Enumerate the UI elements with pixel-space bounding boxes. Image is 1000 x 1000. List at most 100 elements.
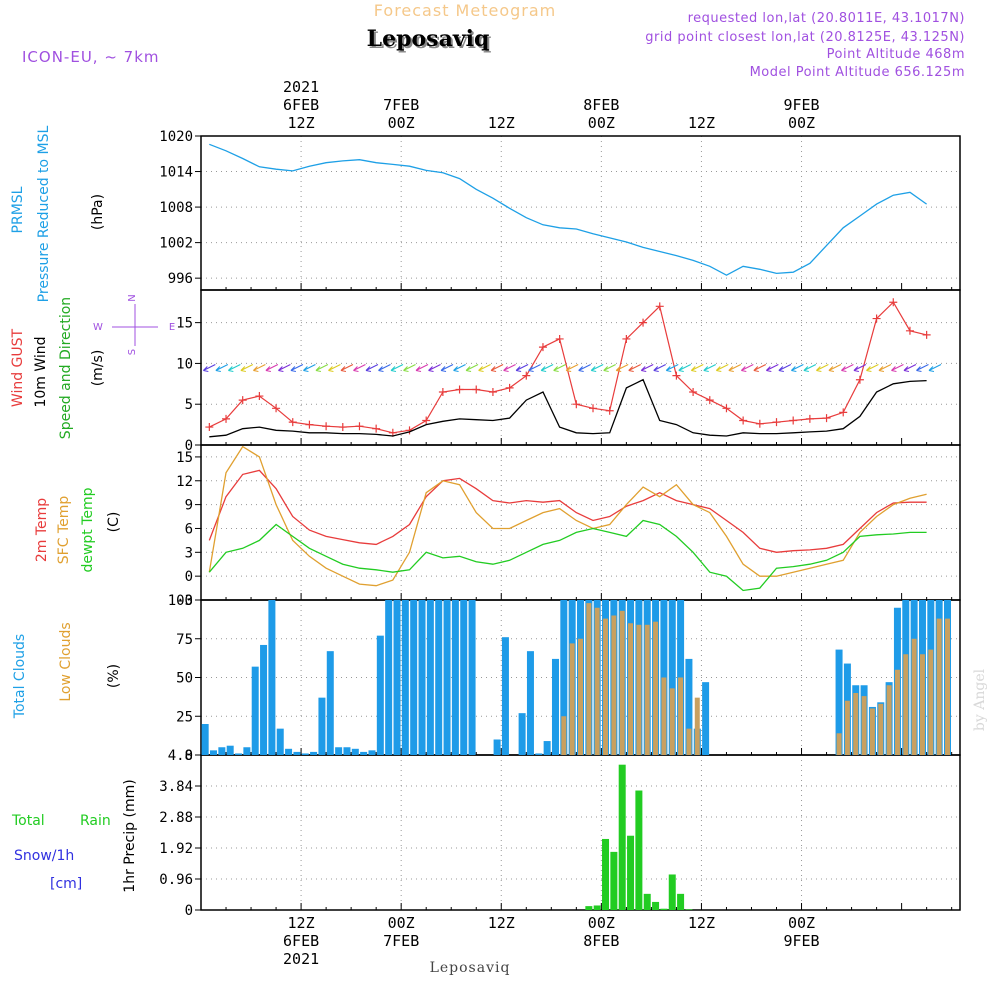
top-time-label: 8FEB bbox=[583, 96, 619, 114]
total-cloud-bar bbox=[435, 600, 443, 755]
low-cloud-bar bbox=[561, 716, 567, 755]
temp-label-1: 2m Temp bbox=[34, 498, 50, 562]
total-cloud-bar bbox=[285, 748, 293, 755]
precip-label-snow: Snow/1h bbox=[14, 848, 74, 864]
gust-marker bbox=[538, 343, 547, 352]
pressure-label-1: PRMSL bbox=[10, 186, 26, 233]
rain-bar bbox=[635, 790, 643, 910]
total-cloud-bar bbox=[243, 747, 251, 755]
y-tick-label: 75 bbox=[176, 632, 193, 648]
model-label: ICON-EU, ~ 7km bbox=[22, 48, 160, 66]
total-cloud-bar bbox=[443, 600, 451, 755]
low-cloud-bar bbox=[578, 638, 583, 755]
wind-direction-arrow bbox=[916, 364, 929, 373]
temp-label-3: dewpt Temp bbox=[80, 487, 96, 572]
gust-marker bbox=[472, 385, 481, 394]
low-cloud-bar bbox=[636, 624, 642, 755]
low-cloud-bar bbox=[603, 618, 609, 755]
gust-marker bbox=[272, 404, 281, 413]
total-cloud-bar bbox=[260, 644, 268, 755]
wind-direction-arrow bbox=[603, 364, 616, 373]
low-cloud-bar bbox=[869, 708, 875, 755]
gust-marker bbox=[672, 371, 681, 380]
y-tick-label: 15 bbox=[176, 316, 193, 332]
total-cloud-bar bbox=[518, 713, 526, 755]
gust-marker bbox=[639, 318, 648, 327]
wind-direction-arrow bbox=[528, 364, 541, 373]
super-title: Forecast Meteogram bbox=[374, 1, 556, 20]
low-cloud-bar bbox=[944, 618, 950, 755]
credit-watermark: by Angel bbox=[972, 668, 988, 731]
low-cloud-bar bbox=[611, 615, 617, 755]
gust-marker bbox=[372, 424, 381, 433]
total-cloud-bar bbox=[401, 600, 409, 755]
y-tick-label: 12 bbox=[176, 474, 193, 490]
y-tick-label: 5 bbox=[185, 397, 193, 413]
y-tick-label: 3.84 bbox=[159, 779, 193, 795]
total-cloud-bar bbox=[385, 600, 393, 755]
total-cloud-bar bbox=[702, 682, 710, 755]
total-cloud-bar bbox=[368, 750, 376, 755]
gust-marker bbox=[222, 414, 231, 423]
total-cloud-bar bbox=[343, 747, 351, 755]
y-tick-label: 1020 bbox=[159, 129, 193, 145]
precip-label-rain: Rain bbox=[80, 813, 111, 829]
rain-bar bbox=[610, 851, 618, 910]
rain-bar bbox=[593, 905, 601, 910]
wind-direction-arrow bbox=[202, 364, 216, 373]
gust-marker bbox=[488, 387, 497, 396]
wind-direction-arrow bbox=[540, 364, 554, 373]
rain-bar bbox=[685, 909, 693, 910]
svg-text:S: S bbox=[127, 349, 138, 355]
temp-line-2 bbox=[208, 519, 927, 592]
total-cloud-bar bbox=[218, 747, 226, 755]
wind-direction-arrow bbox=[290, 364, 304, 373]
bottom-time-label: 00Z bbox=[788, 914, 815, 932]
gust-marker bbox=[305, 420, 314, 429]
wind-direction-arrow bbox=[415, 364, 429, 373]
location-title-front: Leposaviq bbox=[367, 26, 490, 52]
low-cloud-bar bbox=[644, 624, 650, 755]
wind-direction-arrow bbox=[841, 364, 854, 373]
panel-frame-precip bbox=[200, 754, 961, 911]
gust-marker bbox=[839, 408, 848, 417]
gust-marker bbox=[355, 422, 364, 431]
y-tick-label: 0.96 bbox=[159, 872, 193, 888]
total-cloud-bar bbox=[351, 748, 359, 755]
wind-direction-arrow bbox=[515, 364, 529, 373]
wind-direction-arrow bbox=[690, 364, 704, 373]
wind-direction-arrow bbox=[478, 364, 491, 373]
gust-marker bbox=[605, 406, 614, 415]
total-cloud-bar bbox=[685, 658, 693, 755]
bottom-time-label: 12Z bbox=[688, 914, 715, 932]
gust-marker bbox=[905, 326, 914, 335]
temp-panel-labels: 2m Temp SFC Temp dewpt Temp (C) bbox=[34, 487, 122, 572]
wind-direction-arrow bbox=[340, 364, 354, 373]
wind-direction-arrow bbox=[365, 364, 379, 373]
y-tick-label: 1.92 bbox=[159, 841, 193, 857]
y-tick-label: 0 bbox=[185, 569, 193, 585]
total-cloud-bar bbox=[451, 600, 459, 755]
wind-direction-arrow bbox=[753, 364, 767, 373]
total-cloud-bar bbox=[460, 600, 468, 755]
wind-direction-arrow bbox=[553, 364, 566, 373]
svg-text:W: W bbox=[93, 322, 103, 333]
total-cloud-bar bbox=[835, 649, 843, 755]
y-tick-label: 10 bbox=[176, 356, 193, 372]
total-cloud-bar bbox=[551, 658, 559, 755]
wind-direction-arrow bbox=[215, 364, 229, 373]
gust-marker bbox=[205, 423, 214, 432]
wind-direction-arrow bbox=[240, 364, 254, 373]
gust-marker bbox=[872, 314, 881, 323]
temp-unit: (C) bbox=[106, 512, 122, 533]
y-tick-label: 0 bbox=[185, 903, 193, 919]
rain-bar bbox=[660, 908, 668, 910]
precip-unit: 1hr Precip (mm) bbox=[122, 779, 138, 892]
gust-marker bbox=[739, 416, 748, 425]
gust-marker bbox=[255, 392, 264, 401]
y-tick-label: 1008 bbox=[159, 200, 193, 216]
bottom-time-label: 9FEB bbox=[783, 932, 819, 950]
bottom-time-label: 12Z bbox=[288, 914, 315, 932]
y-tick-label: 3 bbox=[185, 545, 193, 561]
rain-bar bbox=[643, 893, 651, 910]
